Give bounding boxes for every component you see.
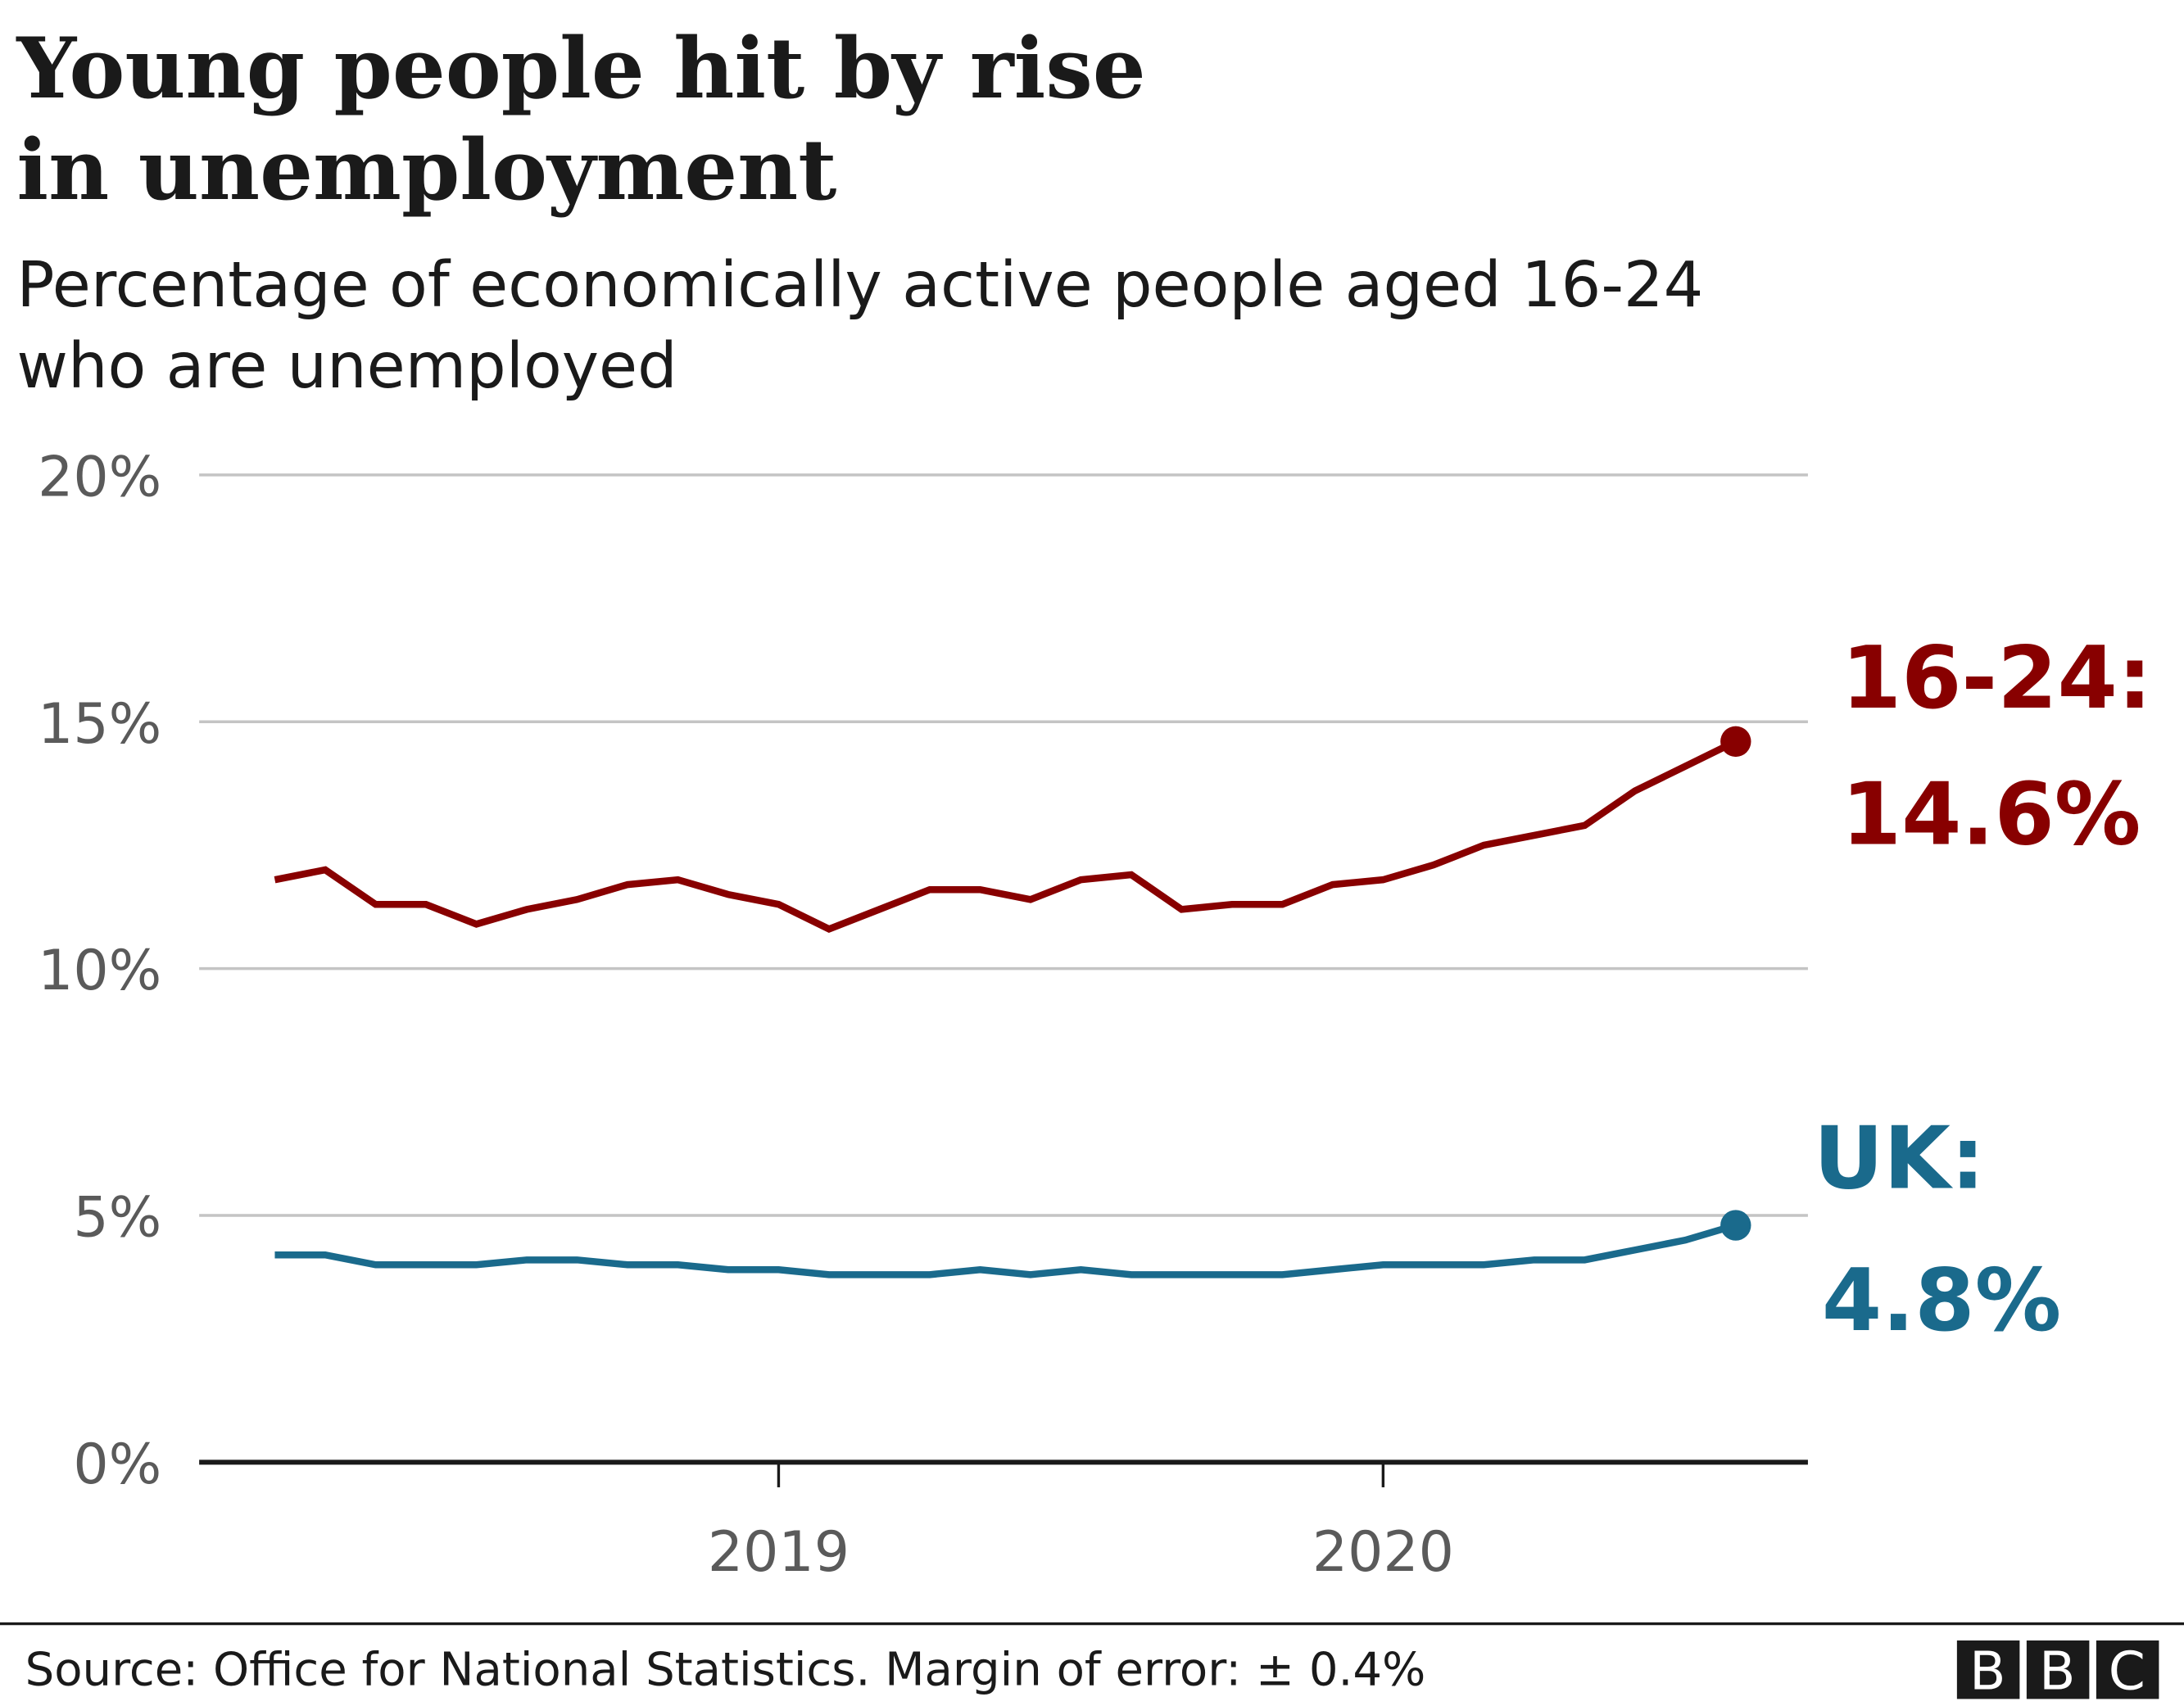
y-tick-label: 5% bbox=[73, 1185, 161, 1250]
source-note: Source: Office for National Statistics. … bbox=[25, 1643, 1426, 1696]
series-line-uk bbox=[274, 1221, 1738, 1278]
chart-title-line-1: Young people hit by rise bbox=[16, 20, 1145, 118]
series-label-uk-value: 4.8% bbox=[1822, 1250, 2061, 1351]
grid bbox=[199, 473, 1808, 1217]
y-tick-label: 10% bbox=[38, 939, 161, 1003]
series-label-uk-name: UK: bbox=[1814, 1107, 1985, 1208]
bbc-logo: B B C bbox=[1956, 1640, 2159, 1703]
chart-title-line-2: in unemployment bbox=[16, 121, 836, 219]
svg-text:C: C bbox=[2109, 1641, 2145, 1703]
y-tick-label: 15% bbox=[38, 692, 161, 757]
y-tick-label: 0% bbox=[73, 1432, 161, 1497]
x-tick-label: 2019 bbox=[708, 1520, 850, 1585]
series-label-16-24-value: 14.6% bbox=[1842, 763, 2141, 864]
x-axis: 2019 2020 bbox=[199, 1459, 1808, 1585]
svg-text:B: B bbox=[1969, 1641, 2005, 1703]
series-label-16-24-name: 16-24: bbox=[1842, 627, 2152, 728]
series-end-point-16-24 bbox=[1720, 726, 1751, 758]
svg-text:B: B bbox=[2039, 1641, 2075, 1703]
series-line-16-24 bbox=[274, 738, 1738, 933]
x-tick-label: 2020 bbox=[1312, 1520, 1454, 1585]
series-end-point-uk bbox=[1720, 1210, 1751, 1241]
y-tick-label: 20% bbox=[38, 445, 161, 509]
chart-subtitle-line-1: Percentage of economically active people… bbox=[16, 249, 1703, 322]
chart-subtitle-line-2: who are unemployed bbox=[16, 330, 677, 403]
y-axis: 0% 5% 10% 15% 20% bbox=[38, 445, 161, 1496]
series bbox=[274, 726, 1751, 1278]
